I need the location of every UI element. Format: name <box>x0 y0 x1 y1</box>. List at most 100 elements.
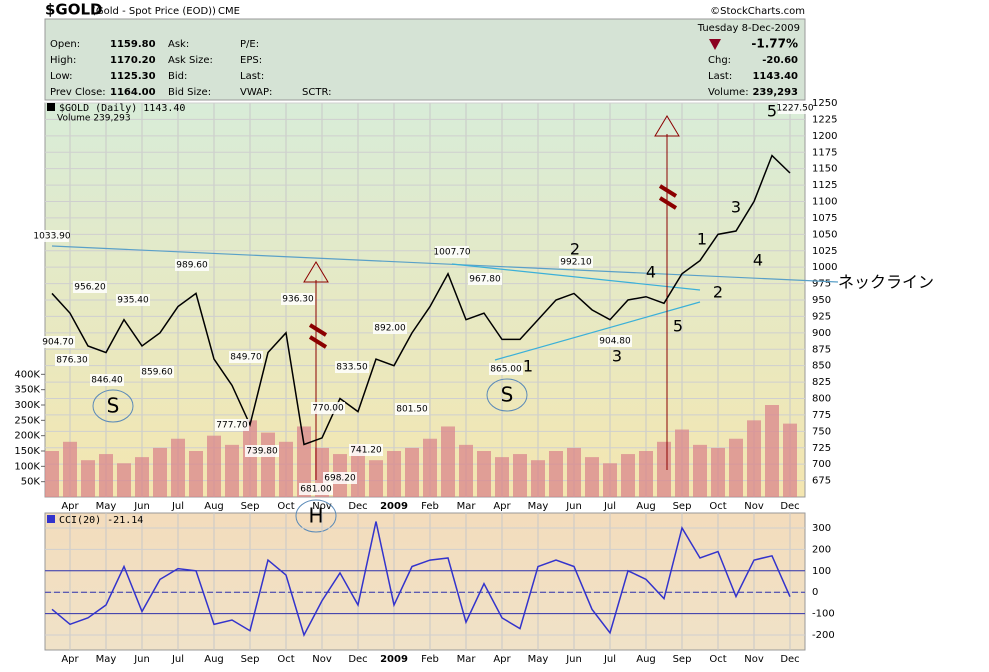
neckline-label: ネックライン <box>838 273 934 292</box>
quote-panel <box>44 18 806 101</box>
price-label: 1227.50 <box>776 104 813 114</box>
break-mark <box>308 323 328 337</box>
price-label: 956.20 <box>74 283 106 293</box>
volume-bar <box>441 426 455 497</box>
x-tick-label: 2009 <box>380 501 408 512</box>
price-label: 770.00 <box>312 404 344 414</box>
y2-tick-label: 200K <box>14 431 40 442</box>
label-box <box>175 259 209 271</box>
x-tick-label: Sep <box>673 654 692 665</box>
label-box <box>335 361 369 373</box>
price-label: 859.60 <box>141 368 173 378</box>
volume-bar <box>675 429 689 497</box>
volume-bar <box>513 454 527 497</box>
label-box <box>559 256 593 268</box>
y-tick-label: 100 <box>812 566 831 577</box>
x-tick-label: Jun <box>565 654 582 665</box>
label-box <box>395 403 429 415</box>
x-tick-label: Sep <box>673 501 692 512</box>
y-tick-label: 1125 <box>812 180 837 191</box>
volume-bar <box>297 426 311 497</box>
x-tick-label: Jul <box>603 654 616 665</box>
pattern-label: S <box>501 383 514 407</box>
x-tick-label: May <box>96 654 117 665</box>
y-tick-label: 775 <box>812 410 831 421</box>
price-label: 739.80 <box>246 447 278 457</box>
volume-bar <box>549 451 563 497</box>
wave-label: 3 <box>612 347 622 366</box>
y-tick-label: 975 <box>812 279 831 290</box>
x-tick-label: Oct <box>709 654 726 665</box>
y-tick-label: 675 <box>812 476 831 487</box>
label-box <box>41 336 75 348</box>
field-label: Volume: <box>708 87 749 98</box>
volume-bar <box>567 447 581 497</box>
field-label: Low: <box>50 71 73 82</box>
y-tick-label: 1150 <box>812 164 837 175</box>
volume-bar <box>153 447 167 497</box>
y-tick-label: 200 <box>812 544 831 555</box>
volume-bar <box>225 444 239 497</box>
x-tick-label: Oct <box>709 501 726 512</box>
x-tick-label: Feb <box>421 501 439 512</box>
volume-bar <box>459 444 473 497</box>
price-label: 1033.90 <box>33 232 70 242</box>
price-label: 846.40 <box>91 376 123 386</box>
change-pct: -1.77% <box>751 37 798 51</box>
label-box <box>281 293 315 305</box>
field-label: Last: <box>708 71 732 82</box>
volume-bar <box>171 438 185 497</box>
price-label: 801.50 <box>396 405 428 415</box>
wave-label: 3 <box>731 198 741 217</box>
y-tick-label: 1175 <box>812 147 837 158</box>
y2-tick-label: 100K <box>14 461 40 472</box>
target-arrow-head <box>303 261 329 283</box>
price-label: 936.30 <box>282 295 314 305</box>
price-label: 865.00 <box>490 365 522 375</box>
wave-label: 5 <box>767 102 777 121</box>
field-value: 1164.00 <box>110 87 156 98</box>
y-tick-label: 825 <box>812 377 831 388</box>
y-tick-label: 1200 <box>812 131 837 142</box>
volume-bar <box>693 444 707 497</box>
x-tick-label: Dec <box>780 501 799 512</box>
x-tick-label: Jul <box>171 654 184 665</box>
cci-panel <box>44 512 806 651</box>
price-label: 904.70 <box>42 338 74 348</box>
field-label: SCTR: <box>302 87 331 98</box>
price-label: 698.20 <box>324 474 356 484</box>
y-tick-label: 850 <box>812 361 831 372</box>
x-tick-label: Dec <box>780 654 799 665</box>
field-label: P/E: <box>240 39 259 50</box>
price-label: 935.40 <box>117 296 149 306</box>
volume-bar <box>765 405 779 497</box>
field-label: Ask: <box>168 39 189 50</box>
legend-swatch <box>47 515 55 523</box>
wave-label: 1 <box>523 357 533 376</box>
legend-label: CCI(20) -21.14 <box>59 515 143 526</box>
price-label: 833.50 <box>336 363 368 373</box>
cci-line <box>51 521 791 637</box>
field-label: Bid: <box>168 71 187 82</box>
field-label: Last: <box>240 71 264 82</box>
label-box <box>35 230 69 242</box>
label-box <box>90 374 124 386</box>
volume-bar <box>711 447 725 497</box>
pattern-label: H <box>308 504 323 528</box>
price-label: 1007.70 <box>433 248 470 258</box>
x-tick-label: Aug <box>204 501 224 512</box>
volume-bar <box>639 451 653 497</box>
wave-label: 5 <box>673 317 683 336</box>
y-tick-label: 1225 <box>812 114 837 125</box>
wave-label: 2 <box>570 240 580 259</box>
volume-bar <box>243 420 257 497</box>
field-label: Ask Size: <box>168 55 213 66</box>
field-label: EPS: <box>240 55 262 66</box>
label-box <box>349 444 383 456</box>
y-tick-label: 1025 <box>812 246 837 257</box>
x-tick-label: May <box>96 501 117 512</box>
volume-bar <box>135 457 149 497</box>
volume-bar <box>657 441 671 497</box>
x-tick-label: 2009 <box>380 654 408 665</box>
